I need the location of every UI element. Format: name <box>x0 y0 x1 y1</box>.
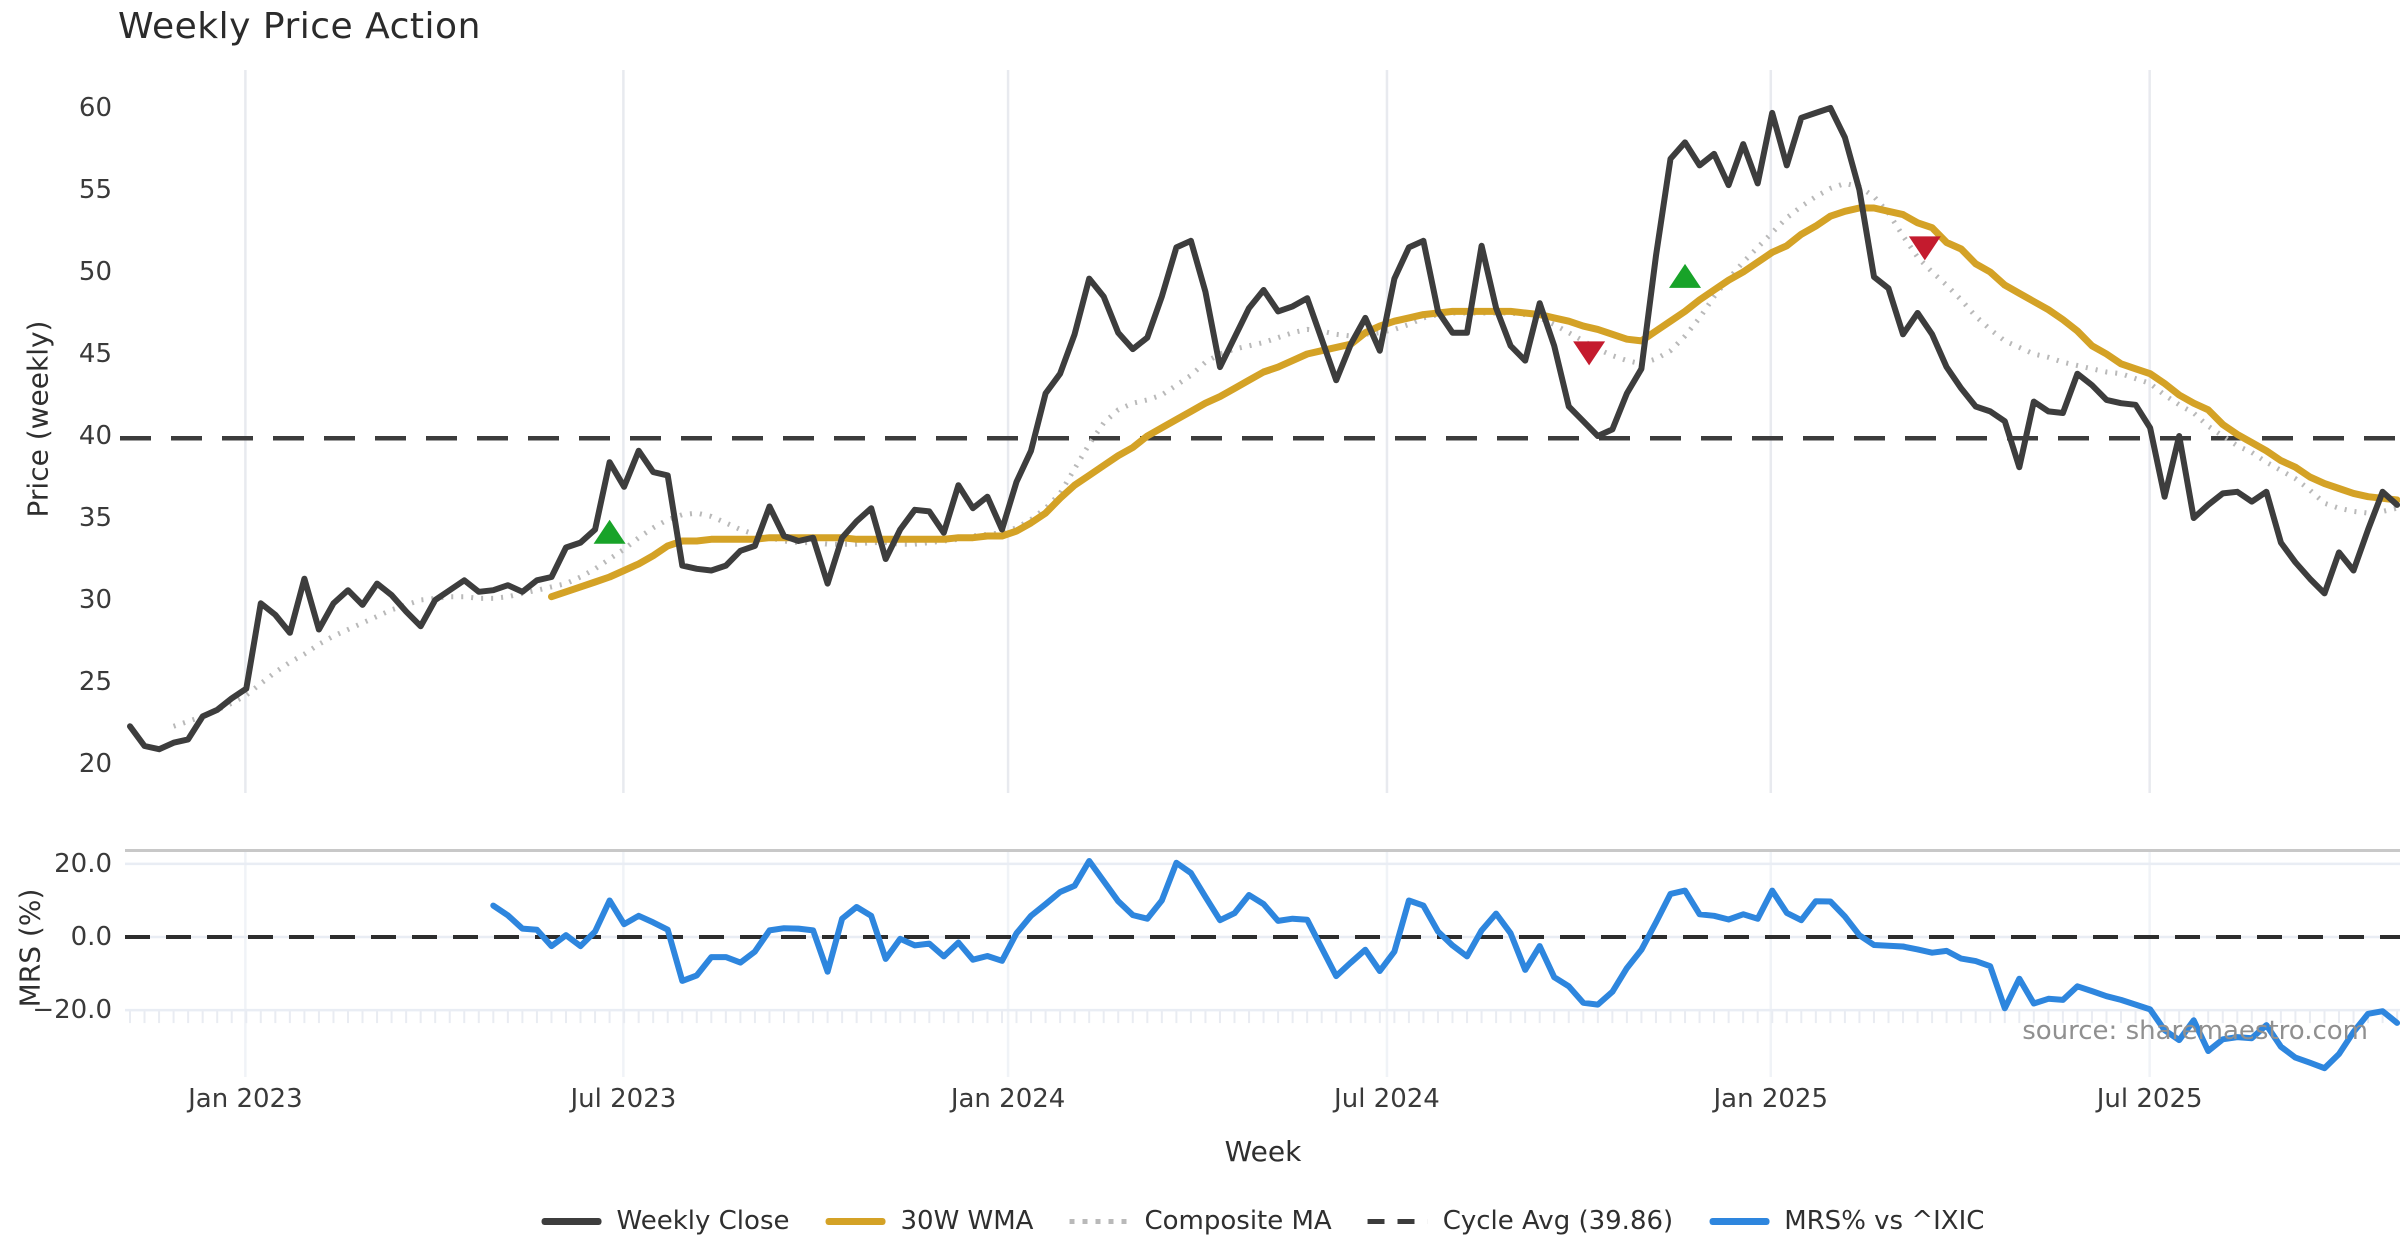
price-ytick-40: 40 <box>78 421 112 451</box>
mrs-ytick-0: 0.0 <box>70 922 112 952</box>
wma-swatch-icon <box>825 1217 886 1225</box>
wma-line <box>548 204 2400 601</box>
mrs-swatch-icon <box>1709 1217 1770 1225</box>
price-ytick-30: 30 <box>78 585 112 615</box>
price-ytick-55: 55 <box>78 175 112 205</box>
xtick-jul-2023: Jul 2023 <box>570 1084 677 1114</box>
legend-label: 30W WMA <box>900 1206 1034 1236</box>
mrs-ytick--20: −20.0 <box>32 995 112 1026</box>
sell-signal-marker-icon <box>1908 236 1941 261</box>
buy-signal-marker-icon <box>593 519 626 544</box>
price-ytick-45: 45 <box>78 339 112 369</box>
buy-signal-marker-icon <box>1669 263 1702 288</box>
legend-label: Cycle Avg (39.86) <box>1442 1206 1674 1236</box>
weekly-close-line <box>127 105 2400 753</box>
price-ytick-25: 25 <box>78 667 112 697</box>
legend-item-mrs: MRS% vs ^IXIC <box>1709 1206 1984 1236</box>
xtick-jul-2025: Jul 2025 <box>2096 1084 2203 1114</box>
mrs-line <box>490 858 2400 1072</box>
composite-ma-line <box>172 180 2398 729</box>
sell-signal-marker-icon <box>1573 341 1606 366</box>
price-ytick-20: 20 <box>78 749 112 779</box>
legend-item-30w-wma: 30W WMA <box>825 1206 1033 1236</box>
mrs-ytick-20: 20.0 <box>54 848 112 879</box>
legend-label: MRS% vs ^IXIC <box>1784 1206 1985 1236</box>
price-ytick-50: 50 <box>78 257 112 287</box>
xtick-jan-2025: Jan 2025 <box>1713 1084 1829 1114</box>
xtick-jul-2024: Jul 2024 <box>1334 1084 1440 1114</box>
legend-item-cycle-avg: Cycle Avg (39.86) <box>1367 1206 1674 1236</box>
weekly-close-swatch-icon <box>541 1217 602 1225</box>
legend: Weekly Close 30W WMA Composite MA Cycle … <box>541 1206 1984 1236</box>
legend-item-composite-ma: Composite MA <box>1069 1206 1332 1236</box>
source-watermark: source: sharemaestro.com <box>2022 1016 2368 1046</box>
composite-ma-swatch-icon <box>1069 1218 1130 1224</box>
xtick-jan-2024: Jan 2024 <box>950 1084 1066 1114</box>
price-ytick-35: 35 <box>78 503 112 533</box>
cycle-avg-swatch-icon <box>1367 1218 1428 1224</box>
legend-label: Weekly Close <box>616 1206 790 1236</box>
xtick-jan-2023: Jan 2023 <box>188 1084 303 1114</box>
week-axis-label: Week <box>1224 1135 1302 1168</box>
price-ytick-60: 60 <box>78 93 112 123</box>
legend-label: Composite MA <box>1144 1206 1332 1236</box>
legend-item-weekly-close: Weekly Close <box>541 1206 790 1236</box>
chart-title: Weekly Price Action <box>118 6 481 47</box>
